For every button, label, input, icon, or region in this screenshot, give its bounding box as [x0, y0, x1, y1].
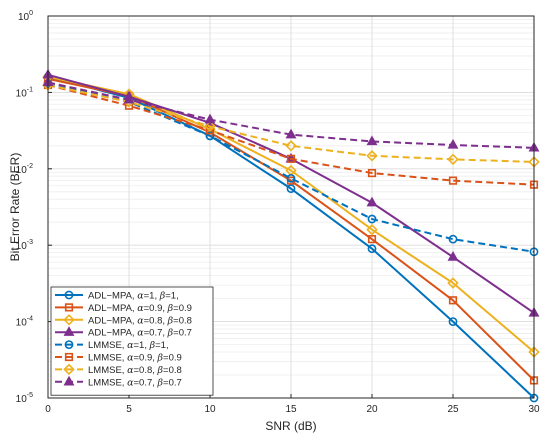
y-tick-label: 10-3 — [16, 239, 33, 252]
data-point — [285, 140, 297, 152]
y-tick-label: 10-2 — [16, 163, 33, 176]
axis-ticks: 0 5 10 15 20 25 30 100 10-1 10-2 10-3 10-4 10-5 — [16, 10, 540, 415]
data-point — [286, 154, 296, 163]
data-point — [286, 173, 296, 183]
data-point — [448, 317, 458, 326]
legend-label: ADL−MPA, α=0.7, β=0.7 — [88, 328, 192, 339]
data-point — [205, 131, 215, 141]
legend-marker — [64, 352, 74, 362]
data-point — [448, 296, 458, 305]
legend-entry: ADL−MPA, α=0.7, β=0.7 — [55, 326, 192, 339]
legend-label: ADL−MPA, α=0.9, β=0.9 — [88, 303, 192, 314]
data-point — [366, 196, 378, 207]
x-tick-label: 5 — [126, 404, 132, 415]
x-tick-label: 25 — [447, 404, 459, 415]
legend-marker — [63, 363, 75, 376]
data-point — [447, 277, 459, 289]
data-point — [366, 223, 378, 236]
legend: ADL−MPA, α=1, β=1,ADL−MPA, α=0.9, β=0.9A… — [50, 286, 214, 396]
data-point — [204, 113, 216, 124]
legend-marker — [64, 340, 74, 349]
data-point — [447, 153, 459, 166]
legend-box — [50, 286, 214, 396]
legend-label: LMMSE, α=0.8, β=0.8 — [88, 365, 182, 376]
y-tick-label: 10-5 — [16, 392, 33, 405]
data-point — [366, 150, 378, 162]
y-tick-label: 100 — [18, 10, 33, 23]
data-point — [367, 244, 377, 254]
legend-label: LMMSE, α=0.7, β=0.7 — [88, 377, 182, 388]
data-point — [367, 168, 377, 178]
y-tick-label: 10-4 — [16, 316, 33, 329]
data-point — [285, 128, 297, 139]
legend-marker — [63, 375, 75, 386]
legend-marker — [63, 314, 75, 326]
legend-label: ADL−MPA, α=0.8, β=0.8 — [88, 315, 192, 326]
legend-entry: ADL−MPA, α=0.8, β=0.8 — [55, 314, 192, 326]
data-point — [204, 120, 216, 133]
data-point — [366, 135, 378, 146]
x-tick-label: 0 — [45, 404, 51, 415]
y-axis-label: Bit Error Rate (BER) — [8, 153, 22, 262]
legend-entry: LMMSE, α=0.9, β=0.9 — [55, 353, 182, 364]
data-point — [367, 235, 377, 244]
data-point — [367, 214, 377, 224]
data-point — [448, 234, 458, 244]
legend-entry: ADL−MPA, α=0.9, β=0.9 — [55, 303, 192, 314]
data-point — [447, 138, 459, 149]
legend-entry: LMMSE, α=0.7, β=0.7 — [55, 375, 182, 388]
data-point — [448, 176, 458, 185]
legend-label: LMMSE, α=1, β=1, — [88, 340, 169, 351]
legend-marker — [64, 290, 74, 300]
legend-label: ADL−MPA, α=1, β=1, — [88, 291, 179, 302]
y-tick-label: 10-1 — [16, 86, 33, 99]
series-layer — [42, 68, 540, 403]
x-tick-label: 20 — [366, 404, 378, 415]
x-tick-label: 30 — [528, 404, 540, 415]
legend-marker — [63, 326, 75, 336]
legend-entry: LMMSE, α=0.8, β=0.8 — [55, 363, 182, 376]
legend-label: LMMSE, α=0.9, β=0.9 — [88, 353, 182, 364]
data-point — [123, 93, 135, 104]
legend-marker — [64, 303, 74, 312]
legend-entry: LMMSE, α=1, β=1, — [55, 340, 169, 351]
legend-entry: ADL−MPA, α=1, β=1, — [55, 291, 179, 302]
data-point — [447, 251, 459, 261]
x-tick-label: 15 — [285, 404, 297, 415]
data-point — [286, 184, 296, 194]
x-tick-label: 10 — [204, 404, 216, 415]
x-axis-label: SNR (dB) — [265, 419, 316, 433]
